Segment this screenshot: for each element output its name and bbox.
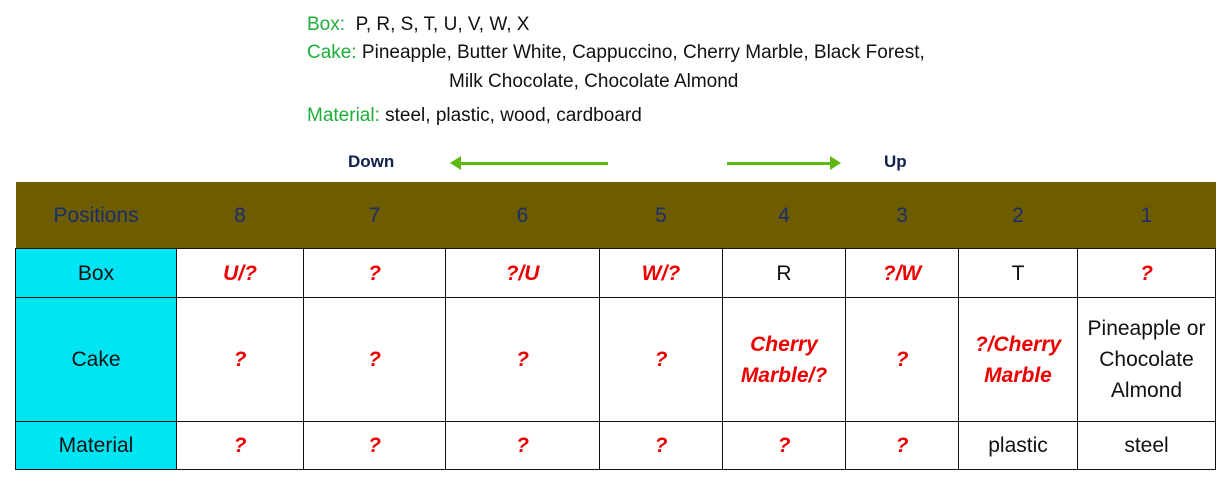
table-cell: ? <box>1077 248 1216 298</box>
table-cell: Pineapple or Chocolate Almond <box>1077 297 1216 422</box>
positions-header: Positions <box>15 182 177 249</box>
direction-down-label: Down <box>348 152 395 171</box>
position-header: 5 <box>599 182 723 249</box>
header-row: Positions 8 7 6 5 4 3 2 1 <box>15 182 1216 249</box>
legend-box-key: Box: <box>307 14 346 35</box>
row-label-cake: Cake <box>15 297 177 422</box>
table-cell: steel <box>1077 421 1216 470</box>
table-row-box: Box U/? ? ?/U W/? R ?/W T ? <box>15 248 1216 298</box>
table-cell: ? <box>176 421 304 470</box>
direction-up-label: Up <box>884 152 907 171</box>
row-label-box: Box <box>15 248 177 298</box>
table-cell: ?/Cherry Marble <box>958 297 1078 422</box>
table-cell: Cherry Marble/? <box>722 297 846 422</box>
table-cell: U/? <box>176 248 304 298</box>
table-cell: ? <box>722 421 846 470</box>
table-row-material: Material ? ? ? ? ? ? plastic steel <box>15 421 1216 470</box>
table-cell: ? <box>599 421 723 470</box>
table-cell: ? <box>445 421 600 470</box>
position-header: 7 <box>303 182 446 249</box>
arrow-right-icon <box>727 156 841 170</box>
position-header: 6 <box>445 182 600 249</box>
legend-material-key: Material: <box>307 105 380 126</box>
table-cell: ?/W <box>845 248 959 298</box>
legend-box: Box: P, R, S, T, U, V, W, X <box>307 14 529 36</box>
position-header: 1 <box>1077 182 1216 249</box>
table-row-cake: Cake ? ? ? ? Cherry Marble/? ? ?/Cherry … <box>15 297 1216 422</box>
legend-cake-values: Pineapple, Butter White, Cappuccino, Che… <box>361 42 925 63</box>
positions-table: Positions 8 7 6 5 4 3 2 1 Box U/? ? ?/U … <box>15 182 1216 470</box>
row-label-material: Material <box>15 421 177 470</box>
position-header: 2 <box>958 182 1078 249</box>
table-cell: ? <box>176 297 304 422</box>
table-cell: R <box>722 248 846 298</box>
table-cell: ? <box>303 421 446 470</box>
table-cell: W/? <box>599 248 723 298</box>
table-cell: ? <box>599 297 723 422</box>
legend-material-values: steel, plastic, wood, cardboard <box>385 105 642 126</box>
legend-box-values: P, R, S, T, U, V, W, X <box>355 14 530 35</box>
legend-cake-line2: Milk Chocolate, Chocolate Almond <box>449 71 739 92</box>
table-cell: ? <box>303 248 446 298</box>
legend-cake: Cake: Pineapple, Butter White, Cappuccin… <box>307 42 925 64</box>
legend-material: Material: steel, plastic, wood, cardboar… <box>307 105 642 127</box>
position-header: 8 <box>176 182 304 249</box>
arrow-left-icon <box>450 156 608 170</box>
position-header: 4 <box>722 182 846 249</box>
table-cell: ? <box>845 421 959 470</box>
table-cell: ? <box>303 297 446 422</box>
table-cell: T <box>958 248 1078 298</box>
legend-cake-key: Cake: <box>307 42 357 63</box>
table-cell: ? <box>445 297 600 422</box>
table-cell: ?/U <box>445 248 600 298</box>
table-cell: plastic <box>958 421 1078 470</box>
table-cell: ? <box>845 297 959 422</box>
position-header: 3 <box>845 182 959 249</box>
